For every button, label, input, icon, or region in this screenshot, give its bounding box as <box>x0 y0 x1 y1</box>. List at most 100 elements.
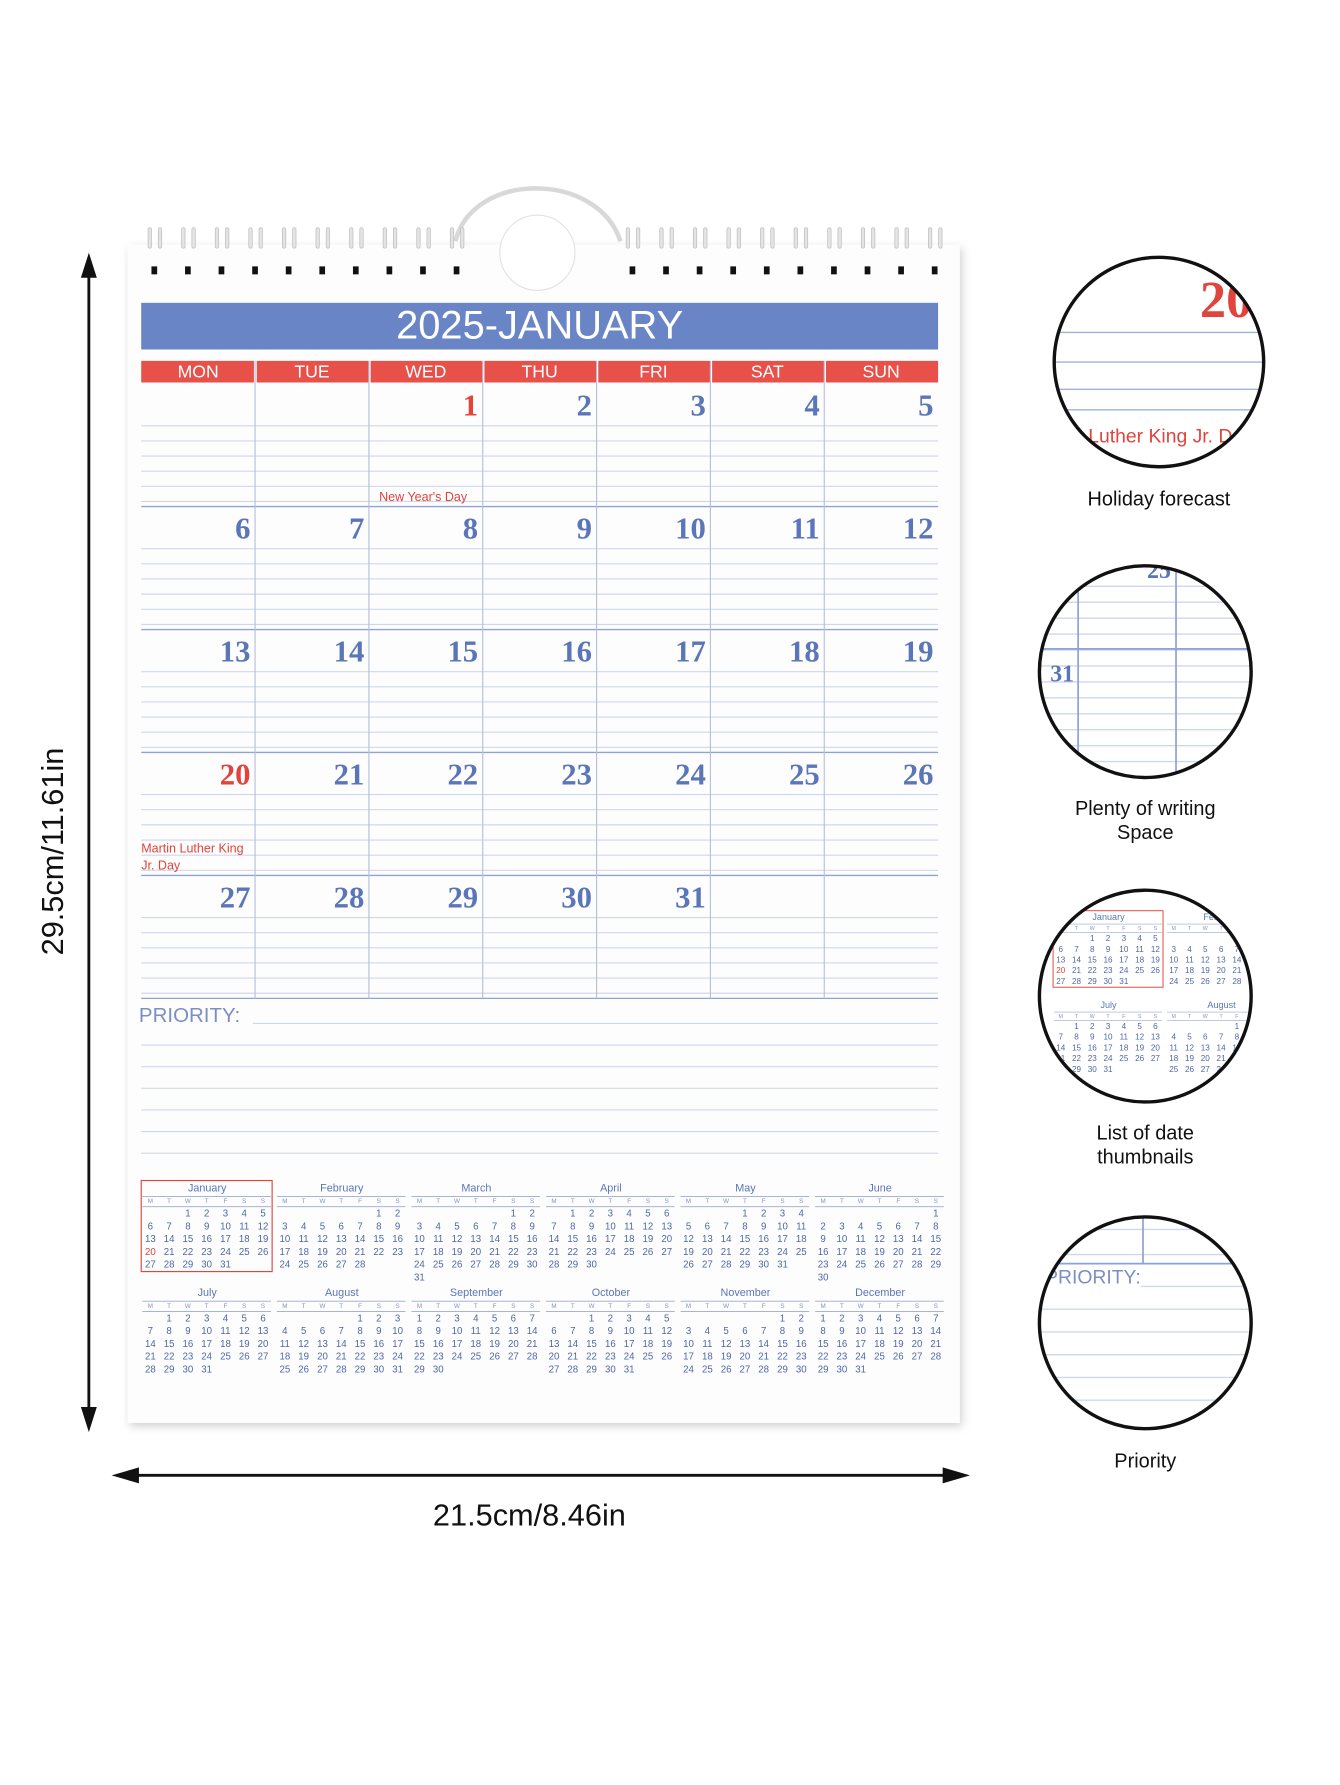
mini-weekday: F <box>493 1303 497 1310</box>
mini-day: 16 <box>818 1247 829 1258</box>
mini-day: 10 <box>414 1234 425 1245</box>
mini-day: 28 <box>549 1260 560 1271</box>
mini-day: 12 <box>643 1221 654 1232</box>
mini-day: 31 <box>777 1260 788 1271</box>
mini-day: 30 <box>758 1260 769 1271</box>
day-number: 5 <box>918 389 933 423</box>
mini-day: 1 <box>1074 1022 1079 1031</box>
mini-day: 15 <box>508 1234 519 1245</box>
mini-day: 16 <box>1248 1043 1258 1052</box>
mini-day: 29 <box>818 1364 829 1375</box>
mini-weekday: S <box>261 1303 265 1310</box>
mini-day: 15 <box>1248 955 1258 964</box>
mini-day: 11 <box>1298 955 1307 964</box>
mini-day: 10 <box>624 1326 635 1337</box>
mini-day: 30 <box>1298 1065 1308 1074</box>
mini-day: 30 <box>586 1260 597 1271</box>
mini-day: 7 <box>492 1221 497 1232</box>
mini-day: 8 <box>589 1326 594 1337</box>
mini-day: 19 <box>1151 955 1161 964</box>
day-number: 1 <box>463 389 478 423</box>
mini-weekday: S <box>1251 1014 1255 1020</box>
mini-weekday: S <box>1251 926 1255 932</box>
mini-weekday: T <box>1333 1014 1337 1020</box>
mini-day: 10 <box>777 1221 788 1232</box>
mini-day: 24 <box>855 1352 866 1363</box>
mini-day: 11 <box>471 1326 481 1337</box>
mini-weekday: F <box>224 1303 228 1310</box>
mini-day: 30 <box>373 1364 384 1375</box>
mini-day: 18 <box>433 1247 444 1258</box>
mini-day: 5 <box>492 1313 497 1324</box>
mini-weekday: W <box>319 1303 325 1310</box>
mini-day: 6 <box>551 1326 556 1337</box>
mini-day: 10 <box>1104 1033 1114 1042</box>
mini-day: 20 <box>661 1234 672 1245</box>
mini-day: 21 <box>549 1247 560 1258</box>
mini-day: 4 <box>705 1326 711 1337</box>
mini-weekday: F <box>493 1198 497 1205</box>
mini-day: 26 <box>661 1352 672 1363</box>
hole <box>696 266 703 275</box>
mini-day: 18 <box>624 1234 635 1245</box>
mini-weekday: S <box>261 1198 265 1205</box>
mini-day: 8 <box>357 1326 362 1337</box>
mini-day: 22 <box>414 1352 425 1363</box>
mini-weekday: W <box>723 1198 729 1205</box>
mini-day: 6 <box>896 1221 901 1232</box>
mini-day: 17 <box>777 1234 788 1245</box>
hanger <box>453 186 623 243</box>
month-name: October <box>592 1287 631 1299</box>
month-name: July <box>198 1287 218 1299</box>
mini-weekday: T <box>1106 926 1110 932</box>
mini-day: 19 <box>683 1247 694 1258</box>
mini-day: 20 <box>1201 1054 1211 1063</box>
mini-day: 31 <box>1104 1065 1114 1074</box>
mini-day: 24 <box>280 1260 291 1271</box>
month-name: January <box>1092 912 1125 922</box>
feature-label-box: Holiday forecast <box>1088 487 1231 510</box>
mini-day: 1 <box>820 1313 825 1324</box>
arrow-head <box>942 1467 970 1484</box>
mini-day: 17 <box>220 1234 231 1245</box>
mini-day: 30 <box>837 1364 848 1375</box>
mini-day: 27 <box>661 1247 672 1258</box>
mini-weekday: T <box>167 1198 171 1205</box>
mini-weekday: F <box>1122 926 1125 932</box>
hole <box>831 266 837 275</box>
mini-day: 22 <box>1282 1054 1292 1063</box>
mini-day: 28 <box>912 1260 923 1271</box>
mini-day: 16 <box>1088 1043 1098 1052</box>
mini-day: 22 <box>740 1247 751 1258</box>
mini-day: 3 <box>395 1313 400 1324</box>
dimension-arrows: 29.5cm/11.61in 21.5cm/8.46in <box>35 252 970 1533</box>
mini-day: 3 <box>204 1313 209 1324</box>
mini-day: 18 <box>470 1339 481 1350</box>
mini-day: 17 <box>837 1247 848 1258</box>
mini-day: 18 <box>855 1247 866 1258</box>
mini-weekday: F <box>627 1303 631 1310</box>
mini-day: 13 <box>258 1326 269 1337</box>
mini-day: 8 <box>166 1326 171 1337</box>
mini-day: 26 <box>298 1364 309 1375</box>
mini-day: 14 <box>912 1234 923 1245</box>
mini-day: 27 <box>1056 977 1066 986</box>
month-name: May <box>735 1182 756 1194</box>
mini-day: 7 <box>1219 1033 1224 1042</box>
width-label: 21.5cm/8.46in <box>433 1498 626 1533</box>
feature-label-box: List of date thumbnails <box>1097 1121 1194 1168</box>
zoom-circle: PRIORITY: <box>1039 1216 1252 1429</box>
mini-day: 1 <box>933 1209 938 1220</box>
mini-weekday: T <box>705 1303 709 1310</box>
mini-day: 10 <box>1119 945 1129 954</box>
mini-day: 25 <box>280 1364 291 1375</box>
hole <box>252 266 258 275</box>
mini-day: 20 <box>912 1339 923 1350</box>
coil <box>416 227 421 249</box>
mini-day: 22 <box>586 1352 597 1363</box>
mini-day: 10 <box>220 1221 231 1232</box>
mini-day: 13 <box>317 1339 328 1350</box>
title: 2025-JANUARY <box>396 303 683 347</box>
mini-day: 20 <box>508 1339 519 1350</box>
